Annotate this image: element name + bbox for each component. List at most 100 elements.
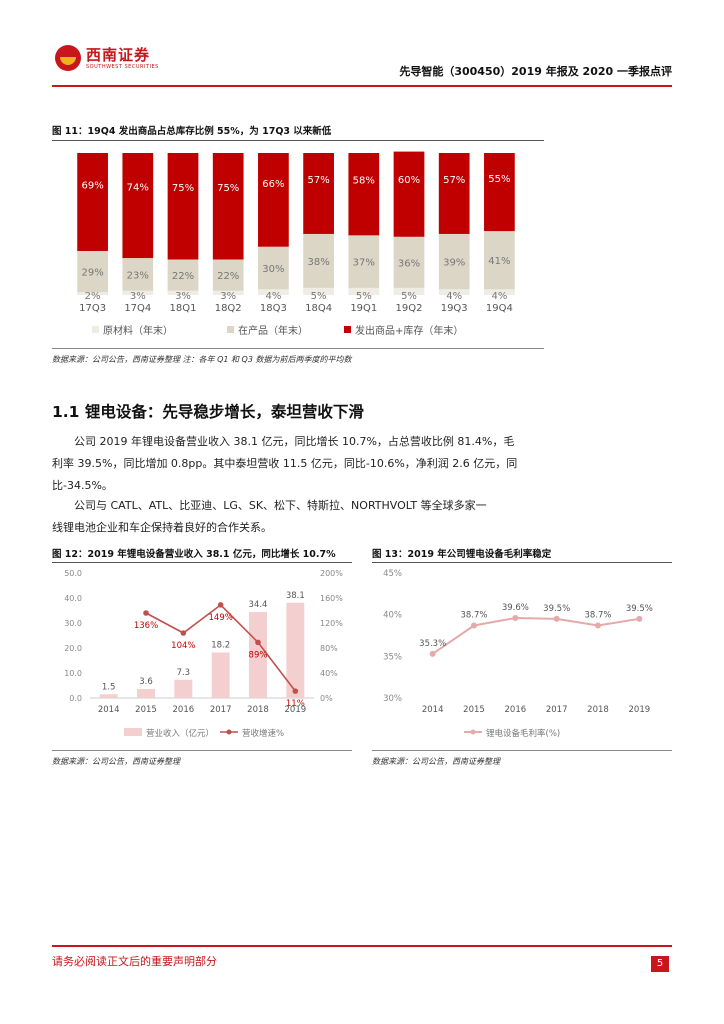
fig12-x-tick: 2015 xyxy=(135,705,157,715)
fig13-x-tick: 2016 xyxy=(505,705,527,715)
fig12-x-tick: 2019 xyxy=(285,705,307,715)
fig13-margin-point xyxy=(595,622,601,629)
logo-subtext: SOUTHWEST SECURITIES xyxy=(86,64,159,70)
fig11-bar-segment xyxy=(348,287,380,295)
fig12-y-right-tick: 80% xyxy=(320,644,338,653)
fig12-growth-label: 104% xyxy=(171,641,195,651)
fig11-bar-segment xyxy=(167,153,199,260)
fig11-data-label: 23% xyxy=(127,270,149,281)
fig12-y-left-tick: 40.0 xyxy=(64,594,82,603)
fig12-growth-point xyxy=(292,688,299,694)
fig12-bar-label: 38.1 xyxy=(286,591,305,601)
fig11-data-label: 29% xyxy=(81,268,103,279)
page-number: 5 xyxy=(651,956,669,972)
fig13-margin-point xyxy=(429,650,436,657)
fig12-bar xyxy=(286,602,305,698)
fig11-bar-segment xyxy=(258,289,289,295)
fig11-bar-segment xyxy=(212,259,244,291)
fig13-bottom-rule xyxy=(372,750,672,751)
fig12-chart: 0.0 10.0 20.0 30.0 40.0 50.0 0% 40% 80% 120% 160% 2… xyxy=(64,569,343,739)
fig11-legend-swatch xyxy=(227,326,234,333)
fig12-y-right-tick: 200% xyxy=(320,569,343,578)
fig12-bottom-rule xyxy=(52,750,352,751)
fig11-data-label: 57% xyxy=(443,175,465,186)
fig11-data-label: 3% xyxy=(130,291,146,302)
fig11-data-label: 4% xyxy=(446,291,462,302)
header-divider xyxy=(52,85,672,87)
fig11-bar-segment xyxy=(303,287,334,295)
fig12-y-left-tick: 10.0 xyxy=(64,669,82,678)
fig12-source: 数据来源：公司公告，西南证券整理 xyxy=(52,757,180,766)
fig11-bar-segment xyxy=(438,233,470,290)
fig11-bar-segment xyxy=(212,290,244,295)
fig11-data-label: 3% xyxy=(220,291,236,302)
fig11-data-label: 5% xyxy=(401,291,417,302)
fig11-bar-segment xyxy=(77,250,108,293)
fig11-x-tick: 19Q1 xyxy=(350,303,377,314)
fig12-bar xyxy=(137,689,155,698)
fig12-y-left-tick: 0.0 xyxy=(69,694,82,703)
fig11-bar-segment xyxy=(167,290,199,295)
fig12-x-tick: 2017 xyxy=(210,705,232,715)
report-title: 先导智能（300450）2019 年报及 2020 一季报点评 xyxy=(399,65,672,78)
fig13-chart: 30% 35% 40% 45% 35.3% 38.7% 39.6% 39.5% 38.7% 39.… xyxy=(383,569,653,739)
fig12-growth-point xyxy=(255,639,261,646)
fig12-growth-point xyxy=(180,630,187,636)
fig11-bar-segment xyxy=(77,153,108,251)
fig11-data-label: 38% xyxy=(307,257,329,268)
paragraph-1: 公司 2019 年锂电设备营业收入 38.1 亿元，同比增长 10.7%，占总营… xyxy=(52,431,672,497)
fig12-y-right-tick: 0% xyxy=(320,694,333,703)
logo-text: 西南证券 xyxy=(86,46,151,64)
fig12-bar-label: 34.4 xyxy=(249,600,268,610)
fig12-growth-label: 149% xyxy=(209,613,233,623)
fig11-data-label: 58% xyxy=(353,175,375,186)
fig11-data-label: 66% xyxy=(262,179,284,190)
fig11-bar-segment xyxy=(484,153,515,232)
fig11-data-label: 75% xyxy=(217,183,239,194)
fig11-x-tick: 18Q3 xyxy=(260,303,287,314)
fig11-chart: 2%29%69%17Q33%23%74%17Q43%22%75%18Q13%22… xyxy=(77,151,515,337)
fig13-x-tick: 2017 xyxy=(546,705,568,715)
fig11-data-label: 55% xyxy=(488,174,510,185)
fig11-data-label: 36% xyxy=(398,258,420,269)
fig12-legend-label: 营收增速% xyxy=(242,728,284,739)
fig12-bar-label: 18.2 xyxy=(211,641,230,651)
fig12-bar-label: 3.6 xyxy=(139,677,153,687)
fig11-data-label: 5% xyxy=(356,291,372,302)
paragraph-1-line: 利率 39.5%，同比增加 0.8pp。其中泰坦营收 11.5 亿元，同比-10… xyxy=(52,457,518,470)
fig13-x-tick: 2018 xyxy=(587,705,609,715)
fig11-x-tick: 18Q1 xyxy=(170,303,197,314)
fig11-bar-segment xyxy=(303,153,334,234)
fig13-x-tick: 2015 xyxy=(463,705,485,715)
fig12-y-left-tick: 50.0 xyxy=(64,569,82,578)
fig13-source: 数据来源：公司公告，西南证券整理 xyxy=(372,757,500,766)
fig13-x-tick: 2014 xyxy=(422,705,444,715)
section-title: 1.1 锂电设备：先导稳步增长，泰坦营收下滑 xyxy=(52,403,364,421)
fig13-margin-label: 38.7% xyxy=(584,611,611,621)
footer-divider xyxy=(52,945,672,947)
fig12-growth-label: 89% xyxy=(249,650,268,660)
fig11-x-tick: 19Q2 xyxy=(396,303,423,314)
fig13-margin-line xyxy=(432,616,640,655)
paragraph-2: 公司与 CATL、ATL、比亚迪、LG、SK、松下、特斯拉、NORTHVOLT … xyxy=(52,495,672,539)
fig12-bar xyxy=(211,652,230,698)
fig13-margin-label: 39.5% xyxy=(626,604,653,614)
fig12-legend-swatch xyxy=(124,728,142,736)
fig11-data-label: 57% xyxy=(307,175,329,186)
fig13-margin-point xyxy=(512,615,519,621)
fig11-top-rule xyxy=(52,140,544,141)
fig11-bar-segment xyxy=(438,289,470,295)
fig11-data-label: 69% xyxy=(81,180,103,191)
fig12-legend-marker xyxy=(226,729,232,735)
fig13-y-tick: 30% xyxy=(383,694,402,704)
fig11-bar-segment xyxy=(122,153,154,259)
fig11-data-label: 30% xyxy=(262,264,284,275)
fig12-y-right-tick: 40% xyxy=(320,669,338,678)
fig11-legend-label: 在产品（年末） xyxy=(238,324,308,337)
fig13-margin-point xyxy=(471,622,477,629)
fig12-top-rule xyxy=(52,562,352,563)
fig11-x-tick: 19Q3 xyxy=(441,303,468,314)
paragraph-1-line: 比-34.5%。 xyxy=(52,479,113,492)
fig12-bar xyxy=(249,612,267,698)
fig12-bar-label: 7.3 xyxy=(177,668,191,678)
